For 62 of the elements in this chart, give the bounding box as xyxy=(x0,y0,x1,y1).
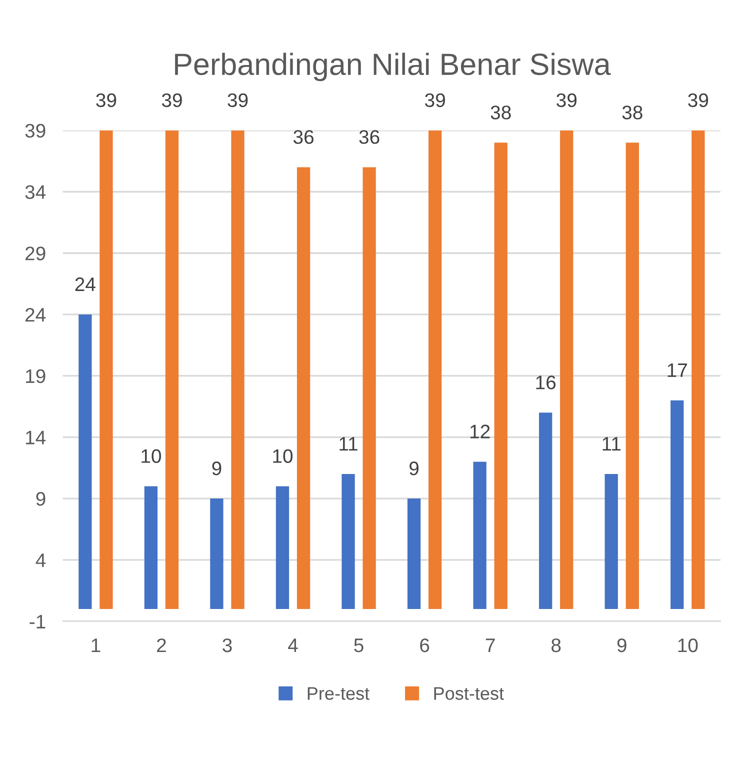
y-tick-label: 24 xyxy=(26,308,46,322)
legend-label: Post-test xyxy=(434,687,504,700)
bar xyxy=(407,498,421,609)
data-label: 39 xyxy=(425,93,445,108)
x-tick-label: 1 xyxy=(92,638,100,652)
y-tick-label: 9 xyxy=(36,492,46,506)
x-tick-label: 7 xyxy=(486,638,495,652)
bar xyxy=(670,400,684,609)
bar xyxy=(473,462,486,609)
bar xyxy=(144,486,158,609)
data-label: 39 xyxy=(228,93,248,108)
y-tick-label: 19 xyxy=(26,369,46,384)
x-tick-label: 5 xyxy=(354,638,364,652)
bar xyxy=(692,130,705,609)
x-tick-label: 8 xyxy=(552,638,561,652)
bar xyxy=(100,130,113,609)
y-tick-label: 39 xyxy=(25,124,46,138)
data-label: 39 xyxy=(162,93,182,108)
bar xyxy=(210,498,224,609)
x-tick-label: 6 xyxy=(420,638,430,652)
data-label: 9 xyxy=(212,461,222,476)
bar xyxy=(428,130,442,609)
data-label: 38 xyxy=(490,106,511,120)
data-label: 16 xyxy=(536,376,556,390)
legend-label: Pre-test xyxy=(308,687,370,700)
data-label: 11 xyxy=(340,437,358,451)
y-tick-label: -1 xyxy=(30,614,46,628)
data-label: 10 xyxy=(273,449,293,463)
bar xyxy=(78,314,92,609)
x-tick-label: 4 xyxy=(288,638,298,652)
data-label: 36 xyxy=(293,130,314,144)
bar xyxy=(538,412,552,609)
data-label: 38 xyxy=(622,106,642,120)
data-label: 39 xyxy=(96,93,116,108)
data-label: 12 xyxy=(470,424,490,438)
data-label: 10 xyxy=(142,449,162,463)
data-label: 39 xyxy=(688,93,708,108)
bar xyxy=(494,142,508,609)
bar xyxy=(231,130,244,609)
bar xyxy=(296,167,310,609)
bar xyxy=(276,486,290,609)
y-tick-label: 14 xyxy=(26,430,46,444)
data-label: 39 xyxy=(556,93,577,108)
x-tick-label: 2 xyxy=(157,638,166,652)
bar xyxy=(560,130,574,609)
data-label: 9 xyxy=(410,461,419,476)
data-label: 11 xyxy=(602,437,620,451)
bar xyxy=(604,474,618,609)
y-tick-label: 29 xyxy=(26,246,46,260)
x-tick-label: 3 xyxy=(222,638,232,652)
bar xyxy=(165,130,179,609)
bar xyxy=(626,142,639,609)
x-tick-label: 9 xyxy=(617,638,626,652)
y-tick-label: 34 xyxy=(25,185,46,199)
bar xyxy=(342,474,355,609)
data-label: 24 xyxy=(75,277,96,291)
y-tick-label: 4 xyxy=(36,554,46,567)
bar xyxy=(362,167,376,609)
chart-title: Perbandingan Nilai Benar Siswa xyxy=(175,52,611,82)
data-label: 36 xyxy=(359,130,380,144)
x-tick-label: 10 xyxy=(678,638,698,652)
data-label: 17 xyxy=(668,364,687,377)
